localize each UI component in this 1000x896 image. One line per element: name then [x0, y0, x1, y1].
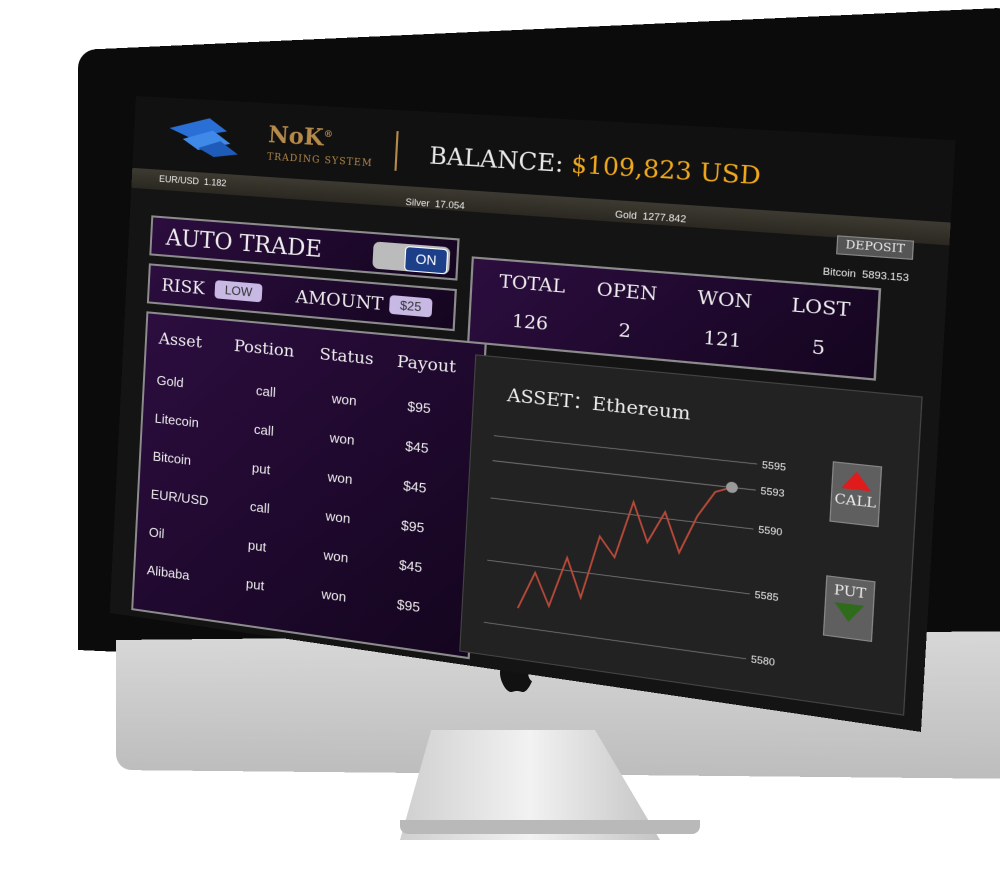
- table-cell: won: [323, 547, 349, 566]
- stat-value-won: 121: [702, 327, 743, 353]
- brand-name: NoK®: [267, 121, 334, 152]
- brand-logo-icon: [169, 115, 239, 159]
- ticker-item: Silver 17.054: [405, 196, 466, 212]
- table-cell: call: [249, 498, 271, 517]
- current-price-point: [725, 481, 739, 494]
- auto-trade-toggle[interactable]: ON: [372, 241, 451, 275]
- trades-table: Asset Postion Status Payout Gold call wo…: [131, 311, 487, 660]
- stat-label-lost: LOST: [790, 294, 851, 322]
- y-tick-label: 5590: [758, 524, 783, 538]
- header: NoK® TRADING SYSTEM BALANCE: $109,823 US…: [132, 96, 956, 223]
- stat-value-total: 126: [511, 310, 549, 336]
- table-header: Asset: [158, 328, 203, 352]
- gridline: [484, 622, 746, 659]
- table-header: Payout: [396, 351, 457, 377]
- stat-label-won: WON: [696, 287, 753, 314]
- stat-label-total: TOTAL: [498, 271, 566, 299]
- up-arrow-icon: [841, 470, 872, 492]
- ticker-item: Gold 1277.842: [614, 208, 687, 225]
- y-tick-label: 5585: [754, 589, 779, 603]
- table-cell: won: [325, 507, 351, 527]
- table-cell: Gold: [156, 372, 184, 391]
- stat-value-lost: 5: [811, 336, 826, 361]
- put-button[interactable]: PUT: [822, 575, 876, 643]
- table-cell: won: [329, 429, 355, 448]
- table-cell: Oil: [148, 524, 165, 542]
- table-cell: $45: [404, 438, 429, 457]
- balance-value: $109,823 USD: [570, 151, 762, 191]
- table-cell: $95: [396, 596, 421, 616]
- y-tick-label: 5580: [751, 654, 776, 669]
- y-tick-label: 5595: [762, 459, 787, 473]
- toggle-on-label: ON: [403, 245, 449, 275]
- table-cell: call: [253, 421, 275, 439]
- ticker-item: Bitcoin 5893.153: [822, 265, 910, 284]
- table-cell: Litecoin: [154, 410, 200, 431]
- brand-subtitle: TRADING SYSTEM: [266, 152, 373, 170]
- table-cell: Alibaba: [146, 562, 190, 584]
- risk-selector[interactable]: LOW: [214, 280, 263, 303]
- stat-value-open: 2: [617, 320, 632, 343]
- stat-label-open: OPEN: [596, 279, 658, 306]
- table-cell: put: [245, 575, 265, 594]
- auto-trade-label: AUTO TRADE: [165, 225, 323, 264]
- table-cell: EUR/USD: [150, 486, 209, 509]
- price-chart-panel: ASSET：Ethereum 5580 5585 5590 5593 5595 CALL…: [459, 354, 923, 716]
- put-label: PUT: [833, 581, 867, 602]
- price-chart: 5580 5585 5590 5593 5595: [472, 412, 787, 669]
- gridline: [493, 461, 756, 490]
- call-button[interactable]: CALL: [829, 461, 883, 528]
- gridline: [494, 436, 757, 464]
- table-header: Status: [319, 343, 375, 369]
- table-cell: put: [251, 460, 271, 478]
- ticker-item: EUR/USD 1.182: [158, 173, 227, 189]
- table-cell: $45: [398, 556, 423, 576]
- monitor-foot: [400, 820, 700, 834]
- table-cell: Bitcoin: [152, 448, 192, 469]
- trading-screen: NoK® TRADING SYSTEM BALANCE: $109,823 US…: [109, 96, 956, 732]
- header-divider: [394, 131, 399, 171]
- table-header: Postion: [233, 335, 295, 361]
- amount-label: AMOUNT: [295, 286, 384, 316]
- table-cell: put: [247, 537, 267, 555]
- gridline: [491, 498, 754, 529]
- price-line: [518, 464, 732, 636]
- amount-selector[interactable]: $25: [388, 294, 433, 318]
- table-cell: $45: [402, 477, 427, 497]
- balance-label: BALANCE:: [428, 143, 565, 179]
- table-cell: $95: [407, 398, 432, 417]
- table-cell: $95: [400, 517, 425, 536]
- down-arrow-icon: [833, 602, 865, 624]
- y-tick-label: 5593: [760, 485, 785, 499]
- balance: BALANCE: $109,823 USD: [429, 144, 762, 191]
- table-cell: won: [331, 390, 358, 409]
- table-cell: won: [327, 468, 353, 488]
- call-label: CALL: [834, 490, 877, 512]
- table-cell: won: [321, 586, 347, 605]
- table-cell: call: [255, 382, 277, 401]
- risk-label: RISK: [160, 275, 206, 300]
- deposit-button[interactable]: DEPOSIT: [836, 235, 915, 260]
